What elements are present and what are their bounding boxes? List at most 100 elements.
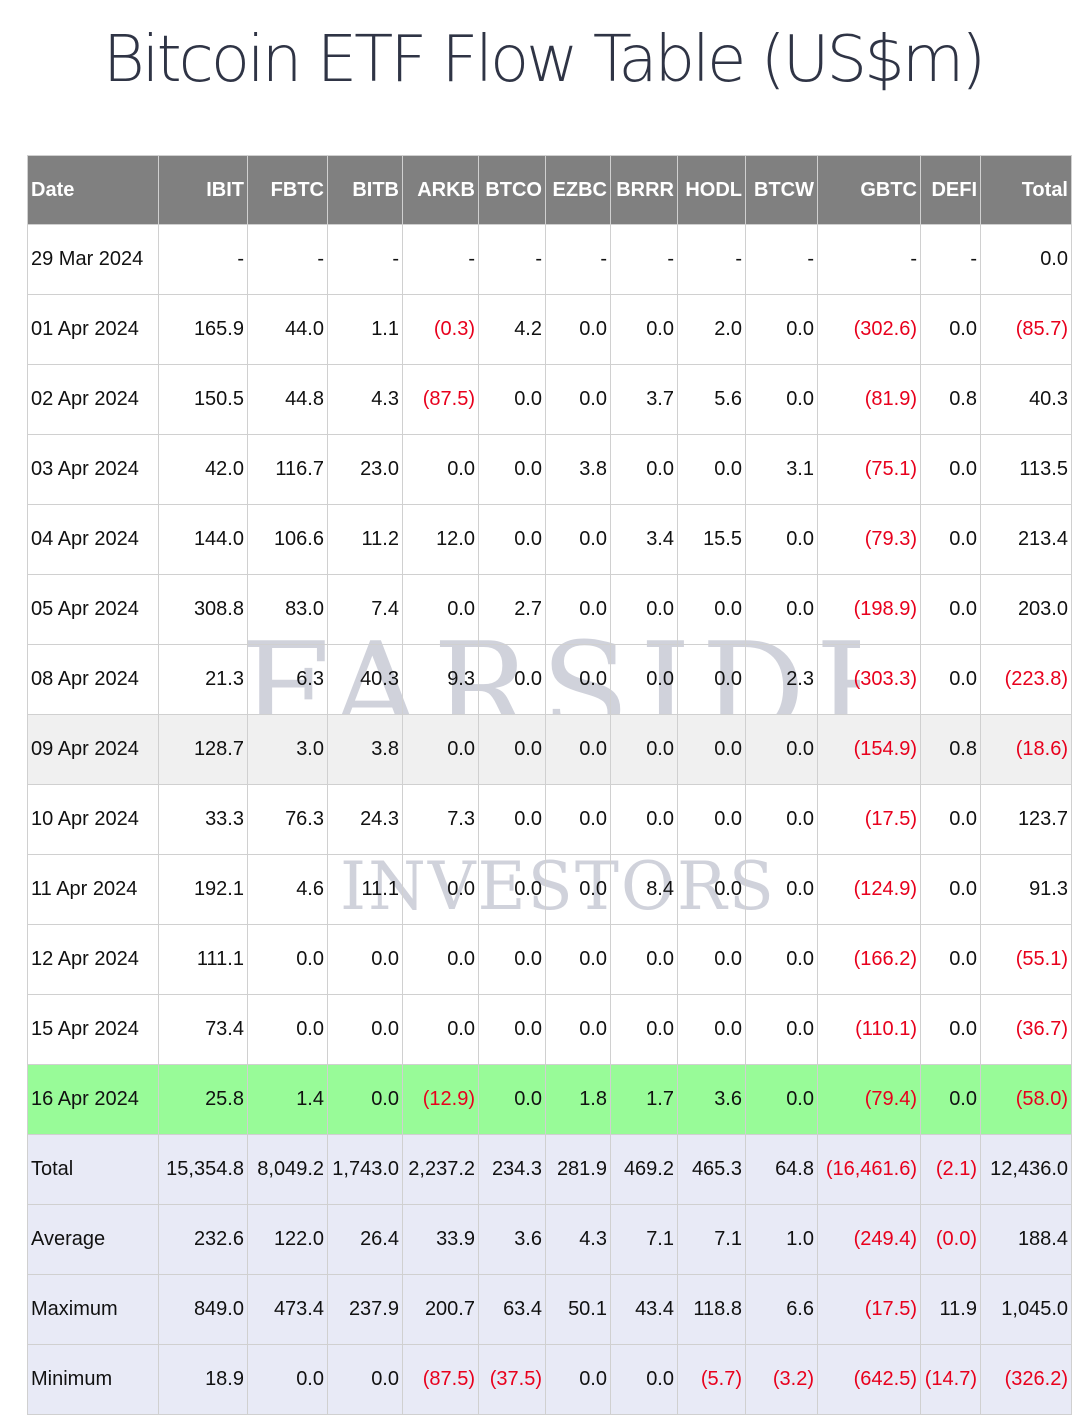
flow-value-cell: - [402, 224, 479, 295]
row-label-cell: 12 Apr 2024 [27, 924, 159, 995]
flow-value-cell: (223.8) [980, 644, 1072, 715]
summary-row: Maximum 849.0 473.4 237.9 200.7 63.4 50.1 43.4 1… [27, 1274, 1072, 1345]
flow-value-cell: 0.0 [745, 294, 818, 365]
flow-value-cell: 308.8 [158, 574, 248, 645]
flow-value-cell: 0.0 [545, 644, 611, 715]
flow-value-cell: (198.9) [817, 574, 921, 645]
flow-value-cell: 15,354.8 [158, 1134, 248, 1205]
flow-value-cell: 0.8 [920, 714, 981, 785]
flow-value-cell: 1.4 [247, 1064, 328, 1135]
row-label-cell: Maximum [27, 1274, 159, 1345]
flow-value-cell: 192.1 [158, 854, 248, 925]
flow-value-cell: 0.0 [920, 504, 981, 575]
table-row: 15 Apr 2024 73.4 0.0 0.0 0.0 0.0 0.0 0.0 0.0 0.0(… [27, 994, 1072, 1065]
flow-value-cell: (58.0) [980, 1064, 1072, 1135]
flow-value-cell: 0.0 [545, 784, 611, 855]
row-label-cell: 01 Apr 2024 [27, 294, 159, 365]
flow-value-cell: (79.4) [817, 1064, 921, 1135]
row-label-cell: 02 Apr 2024 [27, 364, 159, 435]
flow-value-cell: 0.0 [478, 504, 546, 575]
row-label-cell: Average [27, 1204, 159, 1275]
flow-value-cell: (302.6) [817, 294, 921, 365]
flow-value-cell: (154.9) [817, 714, 921, 785]
flow-value-cell: 0.0 [545, 364, 611, 435]
flow-value-cell: 0.0 [920, 994, 981, 1065]
flow-value-cell: 1.8 [545, 1064, 611, 1135]
flow-value-cell: 0.0 [745, 504, 818, 575]
table-row: 05 Apr 2024 308.8 83.0 7.4 0.0 2.7 0.0 0.0 0.0 0.… [27, 574, 1072, 645]
table-row: 10 Apr 2024 33.3 76.3 24.3 7.3 0.0 0.0 0.0 0.0 0.… [27, 784, 1072, 855]
flow-value-cell: - [677, 224, 746, 295]
flow-value-cell: 3.8 [545, 434, 611, 505]
table-row: 09 Apr 2024 128.7 3.0 3.8 0.0 0.0 0.0 0.0 0.0 0.0… [27, 714, 1072, 785]
table-row: 12 Apr 2024 111.1 0.0 0.0 0.0 0.0 0.0 0.0 0.0 0.0… [27, 924, 1072, 995]
flow-value-cell: 1,743.0 [327, 1134, 403, 1205]
flow-value-cell: 0.0 [610, 644, 678, 715]
flow-value-cell: 0.0 [920, 434, 981, 505]
flow-value-cell: 3.8 [327, 714, 403, 785]
flow-value-cell: (36.7) [980, 994, 1072, 1065]
flow-value-cell: 0.0 [327, 1064, 403, 1135]
table-row: 16 Apr 2024 25.8 1.4 0.0 (12.9) 0.0 1.8 1.7 3.6 0… [27, 1064, 1072, 1135]
flow-value-cell: 0.8 [920, 364, 981, 435]
flow-value-cell: - [610, 224, 678, 295]
etf-flow-table-container: Date IBIT FBTC BITB ARKB BTCO EZBC BRRR … [27, 155, 1072, 1415]
flow-value-cell: 7.1 [677, 1204, 746, 1275]
table-row: 08 Apr 2024 21.3 6.3 40.3 9.3 0.0 0.0 0.0 0.0 2.3… [27, 644, 1072, 715]
column-header-btco: BTCO [478, 155, 546, 225]
flow-value-cell: 11.1 [327, 854, 403, 925]
flow-value-cell: (303.3) [817, 644, 921, 715]
flow-value-cell: 0.0 [545, 574, 611, 645]
flow-value-cell: 0.0 [545, 924, 611, 995]
table-row: 11 Apr 2024 192.1 4.6 11.1 0.0 0.0 0.0 8.4 0.0 0.… [27, 854, 1072, 925]
flow-value-cell: - [247, 224, 328, 295]
flow-value-cell: 63.4 [478, 1274, 546, 1345]
flow-value-cell: 0.0 [402, 994, 479, 1065]
flow-value-cell: 0.0 [677, 714, 746, 785]
flow-value-cell: 4.6 [247, 854, 328, 925]
column-header-ezbc: EZBC [545, 155, 611, 225]
flow-value-cell: 6.3 [247, 644, 328, 715]
summary-row: Minimum 18.9 0.0 0.0 (87.5) (37.5) 0.0 0.0 (5.7)… [27, 1344, 1072, 1415]
flow-value-cell: 0.0 [610, 714, 678, 785]
row-label-cell: 04 Apr 2024 [27, 504, 159, 575]
flow-value-cell: (87.5) [402, 364, 479, 435]
flow-value-cell: 849.0 [158, 1274, 248, 1345]
flow-value-cell: 0.0 [610, 294, 678, 365]
flow-value-cell: 18.9 [158, 1344, 248, 1415]
flow-value-cell: 42.0 [158, 434, 248, 505]
flow-value-cell: 0.0 [478, 1064, 546, 1135]
row-label-cell: 15 Apr 2024 [27, 994, 159, 1065]
flow-value-cell: 8,049.2 [247, 1134, 328, 1205]
flow-value-cell: 7.4 [327, 574, 403, 645]
column-header-defi: DEFI [920, 155, 981, 225]
flow-value-cell: (5.7) [677, 1344, 746, 1415]
flow-value-cell: 0.0 [327, 1344, 403, 1415]
flow-value-cell: 44.8 [247, 364, 328, 435]
flow-value-cell: 33.9 [402, 1204, 479, 1275]
flow-value-cell: 0.0 [610, 994, 678, 1065]
flow-value-cell: 3.6 [478, 1204, 546, 1275]
flow-value-cell: 0.0 [327, 994, 403, 1065]
flow-value-cell: 44.0 [247, 294, 328, 365]
column-header-gbtc: GBTC [817, 155, 921, 225]
flow-value-cell: - [545, 224, 611, 295]
flow-value-cell: 0.0 [745, 854, 818, 925]
flow-value-cell: 26.4 [327, 1204, 403, 1275]
flow-value-cell: 0.0 [745, 1064, 818, 1135]
flow-value-cell: 0.0 [610, 434, 678, 505]
etf-flow-table: Date IBIT FBTC BITB ARKB BTCO EZBC BRRR … [27, 155, 1072, 1415]
flow-value-cell: 0.0 [677, 784, 746, 855]
flow-value-cell: 281.9 [545, 1134, 611, 1205]
flow-value-cell: 0.0 [247, 924, 328, 995]
flow-value-cell: 7.3 [402, 784, 479, 855]
flow-value-cell: 232.6 [158, 1204, 248, 1275]
flow-value-cell: 3.6 [677, 1064, 746, 1135]
flow-value-cell: 465.3 [677, 1134, 746, 1205]
flow-value-cell: 83.0 [247, 574, 328, 645]
flow-value-cell: 0.0 [402, 434, 479, 505]
flow-value-cell: - [478, 224, 546, 295]
flow-value-cell: 12.0 [402, 504, 479, 575]
flow-value-cell: 2.3 [745, 644, 818, 715]
table-row: 01 Apr 2024 165.9 44.0 1.1 (0.3) 4.2 0.0 0.0 2.0… [27, 294, 1072, 365]
